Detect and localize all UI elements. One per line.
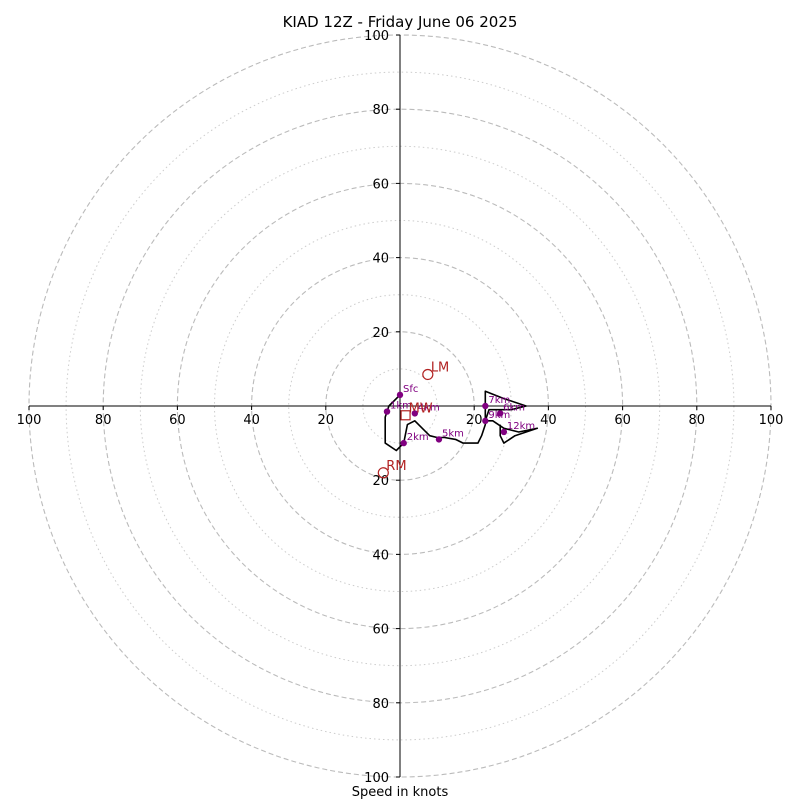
height-marker-dot <box>383 408 391 415</box>
height-marker-dot <box>496 410 504 417</box>
y-tick-label: 100 <box>364 29 389 44</box>
hodograph-line <box>384 390 539 452</box>
height-marker-label: 6km <box>503 402 525 413</box>
y-tick-label: 60 <box>372 623 389 638</box>
x-tick-label: 80 <box>689 413 706 428</box>
y-tick-label: 20 <box>372 326 389 341</box>
height-marker-dot <box>500 428 508 436</box>
height-marker-dot <box>411 410 419 417</box>
x-tick-label: 80 <box>95 413 112 428</box>
hodograph-trace <box>384 390 539 452</box>
y-tick-label: 80 <box>372 697 389 712</box>
height-marker-label: 9km <box>488 410 510 421</box>
storm-motion-circle <box>377 467 389 479</box>
height-marker-label: 12km <box>507 421 535 432</box>
storm-motion-square <box>400 410 411 421</box>
height-marker-label: 5km <box>442 428 464 439</box>
y-tick-label: 40 <box>372 252 389 267</box>
y-tick-label: 40 <box>372 548 389 563</box>
height-marker-label: 2km <box>407 432 429 443</box>
storm-motion-label: MW <box>409 401 433 416</box>
height-marker-label: 1km <box>390 401 412 412</box>
storm-motion-label: RM <box>386 459 406 474</box>
y-tick-label: 60 <box>372 177 389 192</box>
height-marker-dot <box>435 436 443 443</box>
x-tick-label: 60 <box>169 413 186 428</box>
height-marker-label: 7km <box>488 395 510 406</box>
axis-ticks: 2020202040404040606060608080808010010010… <box>17 29 784 786</box>
height-marker-dot <box>400 439 407 447</box>
storm-motion-circle <box>422 368 434 381</box>
x-tick-label: 20 <box>318 413 335 428</box>
x-tick-label: 100 <box>759 413 784 428</box>
x-tick-label: 60 <box>614 413 631 428</box>
height-marker-label: Sfc <box>403 384 418 395</box>
height-marker-dot <box>482 402 489 410</box>
height-marker-label: 4km <box>418 402 440 413</box>
axes <box>29 35 771 777</box>
storm-motion-label: LM <box>431 360 449 375</box>
x-axis-label: Speed in knots <box>352 785 449 800</box>
storm-motion-markers: LM RM MW <box>377 360 449 479</box>
x-tick-label: 40 <box>540 413 557 428</box>
height-marker-dot <box>396 391 404 399</box>
chart-title: KIAD 12Z - Friday June 06 2025 <box>283 13 518 31</box>
x-tick-label: 20 <box>466 413 483 428</box>
y-tick-label: 100 <box>364 771 389 786</box>
height-marker-dot <box>482 417 489 425</box>
x-tick-label: 40 <box>243 413 260 428</box>
y-tick-label: 80 <box>372 103 389 118</box>
x-tick-label: 100 <box>17 413 42 428</box>
